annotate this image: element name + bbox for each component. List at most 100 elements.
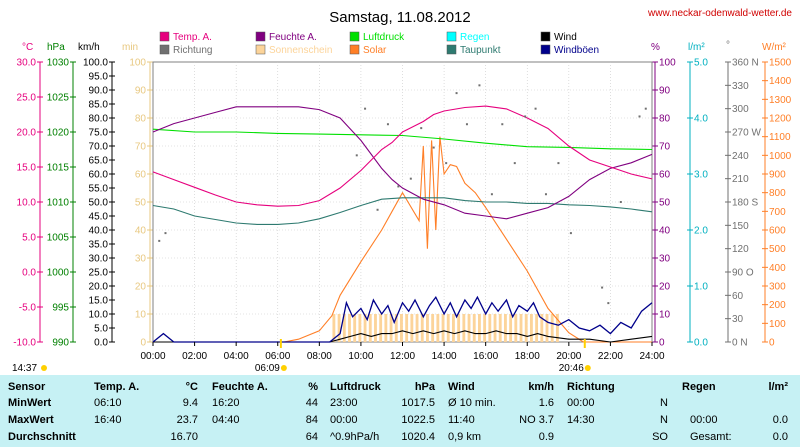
sunshine-bar <box>353 314 357 342</box>
unit-pressure: hPa <box>47 42 65 53</box>
stats-cell: 16:40 <box>94 414 122 426</box>
tick-label-solar: 900 <box>769 170 786 181</box>
tick-label-wind: 10.0 <box>89 310 109 321</box>
stats-header: Regen <box>682 381 716 393</box>
tick-label-wind: 45.0 <box>89 212 109 223</box>
direction-point <box>534 107 537 110</box>
tick-label-direction: 0 N <box>732 338 748 349</box>
tick-label-wind: 50.0 <box>89 198 109 209</box>
tick-label-sun: 30 <box>135 254 147 265</box>
direction-point <box>432 146 435 149</box>
direction-point <box>619 201 622 203</box>
stats-cell: 11:40 <box>448 414 475 426</box>
tick-label-humidity: 30 <box>659 254 671 265</box>
tick-label-temp: 10.0 <box>17 198 37 209</box>
stats-cell: 44 <box>305 397 318 409</box>
tick-label-solar: 1100 <box>769 132 791 143</box>
stats-header: °C <box>185 381 198 393</box>
stats-row-label: MinWert <box>8 397 52 409</box>
tick-label-direction: 210 <box>732 174 749 185</box>
tick-label-humidity: 100 <box>659 58 676 69</box>
stats-cell: 16.70 <box>170 431 198 443</box>
tick-label-wind: 75.0 <box>89 128 109 139</box>
x-tick-label: 00:00 <box>140 351 165 362</box>
stats-cell: 06:10 <box>94 397 122 409</box>
tick-label-rain: 2.0 <box>694 226 708 237</box>
sunshine-bar <box>493 314 497 342</box>
tick-label-temp: -10.0 <box>13 338 36 349</box>
tick-label-sun: 80 <box>135 114 147 125</box>
tick-label-sun: 70 <box>135 142 147 153</box>
tick-label-pressure: 1025 <box>47 93 70 104</box>
series <box>152 84 653 343</box>
direction-point <box>601 286 604 289</box>
tick-label-sun: 20 <box>135 282 147 293</box>
legend-label: Regen <box>460 32 489 43</box>
tick-label-solar: 800 <box>769 188 786 199</box>
legend: Temp. A. Richtung Feuchte A. Sonnenschein Lu… <box>159 31 599 56</box>
tick-label-pressure: 990 <box>52 338 69 349</box>
tick-label-humidity: 60 <box>659 170 671 181</box>
sunrise-marker <box>280 365 287 371</box>
direction-point <box>158 239 161 242</box>
x-tick-label: 02:00 <box>182 351 207 362</box>
stats-header: Wind <box>448 381 475 393</box>
direction-point <box>420 127 423 130</box>
stats-cell: 0.9 <box>538 431 554 443</box>
sunshine-bar <box>415 314 419 342</box>
direction-point <box>607 302 610 305</box>
tick-label-humidity: 50 <box>659 198 671 209</box>
tick-label-temp: -5.0 <box>19 303 37 314</box>
tick-label-solar: 1400 <box>769 76 792 87</box>
legend-swatch <box>446 31 457 42</box>
x-tick-label: 10:00 <box>348 351 373 362</box>
sunshine-bar <box>519 314 523 342</box>
unit-solar: W/m² <box>762 42 787 53</box>
tick-label-rain: 3.0 <box>694 170 708 181</box>
sunshine-bar <box>467 314 471 342</box>
sunshine-bar <box>441 314 445 342</box>
x-tick-label: 22:00 <box>598 351 623 362</box>
tick-label-solar: 1500 <box>769 58 792 69</box>
legend-label: Taupunkt <box>460 45 501 56</box>
sunshine-bar <box>457 314 461 342</box>
legend-swatch <box>255 31 266 42</box>
sunshine-bar <box>514 314 518 342</box>
tick-label-pressure: 1015 <box>47 163 70 174</box>
sunshine-bar <box>379 314 383 342</box>
sunshine-bar <box>535 314 539 342</box>
stats-cell: Ø 10 min. <box>448 397 496 409</box>
tick-label-direction: 360 N <box>732 58 759 69</box>
tick-label-direction: 330 <box>732 81 749 92</box>
sunshine-bar <box>394 314 398 342</box>
tick-label-direction: 270 W <box>732 128 761 139</box>
direction-point <box>644 107 647 110</box>
tick-label-direction: 120 <box>732 244 749 255</box>
legend-swatch <box>159 44 170 55</box>
stats-cell: N <box>660 397 668 409</box>
stats-row-label: MaxWert <box>8 414 54 426</box>
x-tick-label: 12:00 <box>390 351 415 362</box>
sunshine-bar <box>389 314 393 342</box>
direction-point <box>397 185 400 188</box>
sunshine-bar <box>555 314 559 342</box>
tick-label-wind: 90.0 <box>89 86 109 97</box>
stats-cell: 00:00 <box>330 414 358 426</box>
stats-header: hPa <box>414 381 435 393</box>
tick-label-solar: 100 <box>769 319 786 330</box>
tick-label-pressure: 1020 <box>47 128 70 139</box>
tick-label-humidity: 40 <box>659 226 671 237</box>
tick-label-wind: 85.0 <box>89 100 109 111</box>
x-tick-label: 06:00 <box>265 351 290 362</box>
series-line-wind <box>153 330 653 343</box>
direction-point <box>355 154 358 157</box>
sunshine-bar <box>337 314 341 342</box>
start-time-label: 14:37 <box>12 363 37 374</box>
tick-label-wind: 40.0 <box>89 226 109 237</box>
legend-swatch <box>159 31 170 42</box>
direction-point <box>376 208 379 211</box>
sunrise-label: 06:09 <box>255 363 280 374</box>
tick-label-rain: 5.0 <box>694 58 708 69</box>
stats-cell: 1022.5 <box>401 414 435 426</box>
direction-point <box>455 92 458 95</box>
